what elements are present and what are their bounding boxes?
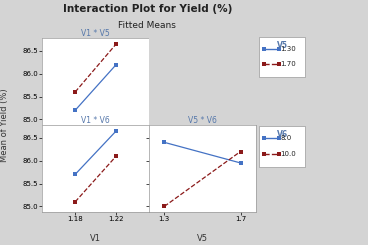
Text: 10.0: 10.0	[280, 151, 296, 157]
Text: V5: V5	[277, 41, 288, 50]
Text: V5 * V6: V5 * V6	[188, 116, 217, 125]
Text: V1 * V6: V1 * V6	[81, 116, 110, 125]
Text: Fitted Means: Fitted Means	[118, 21, 176, 30]
Text: 1.70: 1.70	[280, 61, 296, 67]
Text: Mean of Yield (%): Mean of Yield (%)	[0, 88, 9, 162]
Text: V6: V6	[277, 130, 288, 139]
Text: V1 * V5: V1 * V5	[81, 29, 110, 38]
Text: V5: V5	[197, 233, 208, 243]
Text: 1.30: 1.30	[280, 46, 296, 52]
Text: V1: V1	[90, 233, 101, 243]
Text: 8.0: 8.0	[280, 135, 292, 141]
Text: Interaction Plot for Yield (%): Interaction Plot for Yield (%)	[63, 4, 232, 14]
